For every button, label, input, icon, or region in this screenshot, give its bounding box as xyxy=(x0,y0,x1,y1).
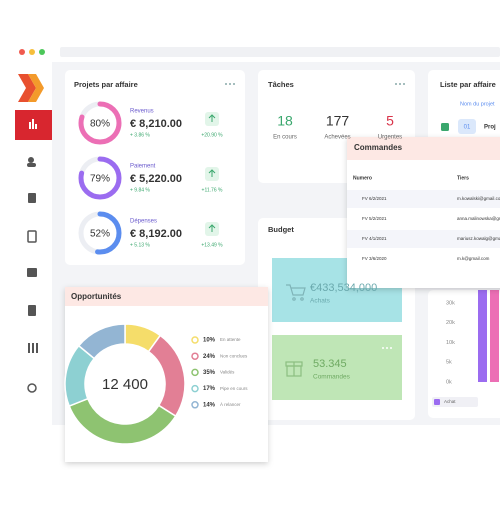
y-tick-label: 20k xyxy=(446,320,455,326)
legend-marker xyxy=(191,352,199,360)
stat-label: En cours xyxy=(273,135,297,141)
card-title: Commandes xyxy=(354,143,403,152)
amount: € 8,192.00 xyxy=(130,228,182,240)
cell: FV 6/2/2021 xyxy=(362,196,387,201)
logo xyxy=(18,74,36,102)
dot xyxy=(39,49,45,55)
project: Proj xyxy=(484,125,496,131)
icon-chart xyxy=(29,119,37,129)
tile-value: 53.345 xyxy=(313,358,347,370)
cell: m.kowalski@gmail.com xyxy=(457,196,500,201)
checkbox[interactable] xyxy=(441,123,449,131)
ring-progress xyxy=(78,156,122,200)
card-title: Budget xyxy=(268,225,294,234)
menu-dots[interactable] xyxy=(225,83,405,349)
change: + 3.86 % xyxy=(130,132,150,138)
legend-box xyxy=(432,397,478,407)
y-tick-label: 5k xyxy=(446,360,452,366)
card-title: Projets par affaire xyxy=(74,80,138,89)
cell: mariusz.kowalg@gmail.com xyxy=(457,236,500,241)
legend-percent: 24% xyxy=(203,354,216,360)
cell: anna.malinowska@gmail.com xyxy=(457,216,500,221)
legend-name: Pipe en cours xyxy=(220,386,248,391)
name: Revenus xyxy=(130,109,154,115)
legend-percent: 10% xyxy=(203,338,216,344)
bar xyxy=(478,290,487,382)
cell: FV 3/6/2020 xyxy=(362,256,387,261)
legend-name: Non conclues xyxy=(220,353,248,358)
stat-label: Urgentes xyxy=(378,135,402,141)
legend-name: Validés xyxy=(220,370,235,375)
stat-label: Achevées xyxy=(324,135,350,141)
row xyxy=(347,250,500,268)
tile-label: Commandes xyxy=(313,374,351,381)
nav-icons[interactable] xyxy=(27,157,38,393)
y-tick-label: 10k xyxy=(446,340,455,346)
amount: € 5,220.00 xyxy=(130,173,182,185)
change: + 5.13 % xyxy=(130,242,150,248)
arrow xyxy=(208,169,216,177)
name: Paiement xyxy=(130,164,156,170)
trend: +20.90 % xyxy=(201,132,223,138)
icon-cart xyxy=(286,284,306,301)
ring-progress xyxy=(78,101,122,145)
arrow xyxy=(208,224,216,232)
badge xyxy=(458,119,476,134)
stat: 177 xyxy=(326,113,350,129)
percent: 80% xyxy=(90,119,110,130)
row xyxy=(347,210,500,228)
card-title: Opportunités xyxy=(71,292,122,301)
legend: Achat xyxy=(444,399,456,404)
row xyxy=(347,230,500,248)
y-tick-label: 0k xyxy=(446,379,452,385)
trend: +13.49 % xyxy=(201,242,223,248)
stat: 18 xyxy=(277,113,293,129)
name: Dépenses xyxy=(130,219,157,225)
donut-segment xyxy=(77,323,126,360)
cell: m.k@gmail.com xyxy=(457,256,490,261)
legend-percent: 35% xyxy=(203,370,216,376)
legend-percent: 14% xyxy=(203,402,216,408)
legend-percent: 17% xyxy=(203,386,216,392)
percent: 52% xyxy=(90,229,110,240)
legend-swatch xyxy=(434,399,440,405)
opp-header xyxy=(65,287,268,306)
icon-gift xyxy=(285,361,303,377)
card-title: Tâches xyxy=(268,80,294,89)
dot xyxy=(29,49,35,55)
legend-marker xyxy=(191,336,199,344)
address-bar xyxy=(60,47,500,57)
percent: 79% xyxy=(90,174,110,185)
card-title: Liste par affaire xyxy=(440,80,496,89)
bar xyxy=(490,290,499,382)
legend-name: En attente xyxy=(220,337,241,342)
row xyxy=(347,190,500,208)
y-tick-label: 30k xyxy=(446,300,455,306)
ring-progress xyxy=(78,211,122,255)
badge: 01 xyxy=(464,125,471,131)
amount: € 8,210.00 xyxy=(130,118,182,130)
column: Tiers xyxy=(457,175,469,181)
tile-label: Achats xyxy=(310,298,331,305)
logo xyxy=(28,74,44,102)
legend-marker xyxy=(191,401,199,409)
stat: 5 xyxy=(386,113,394,129)
cell: FV 5/2/2021 xyxy=(362,216,387,221)
cell: FV 4/1/2021 xyxy=(362,236,387,241)
legend-marker xyxy=(191,384,199,393)
trend: +11.76 % xyxy=(202,187,223,193)
column: Numero xyxy=(353,175,372,181)
legend-name: À relancer xyxy=(220,401,241,407)
tile-value: €433,534,000 xyxy=(310,282,377,294)
dot xyxy=(19,49,25,55)
commandes-header xyxy=(347,137,500,160)
arrow xyxy=(208,114,216,122)
change: + 9.84 % xyxy=(130,187,150,193)
legend-marker xyxy=(191,368,199,377)
column: Nom du projet xyxy=(460,101,495,107)
total: 12 400 xyxy=(102,376,148,393)
